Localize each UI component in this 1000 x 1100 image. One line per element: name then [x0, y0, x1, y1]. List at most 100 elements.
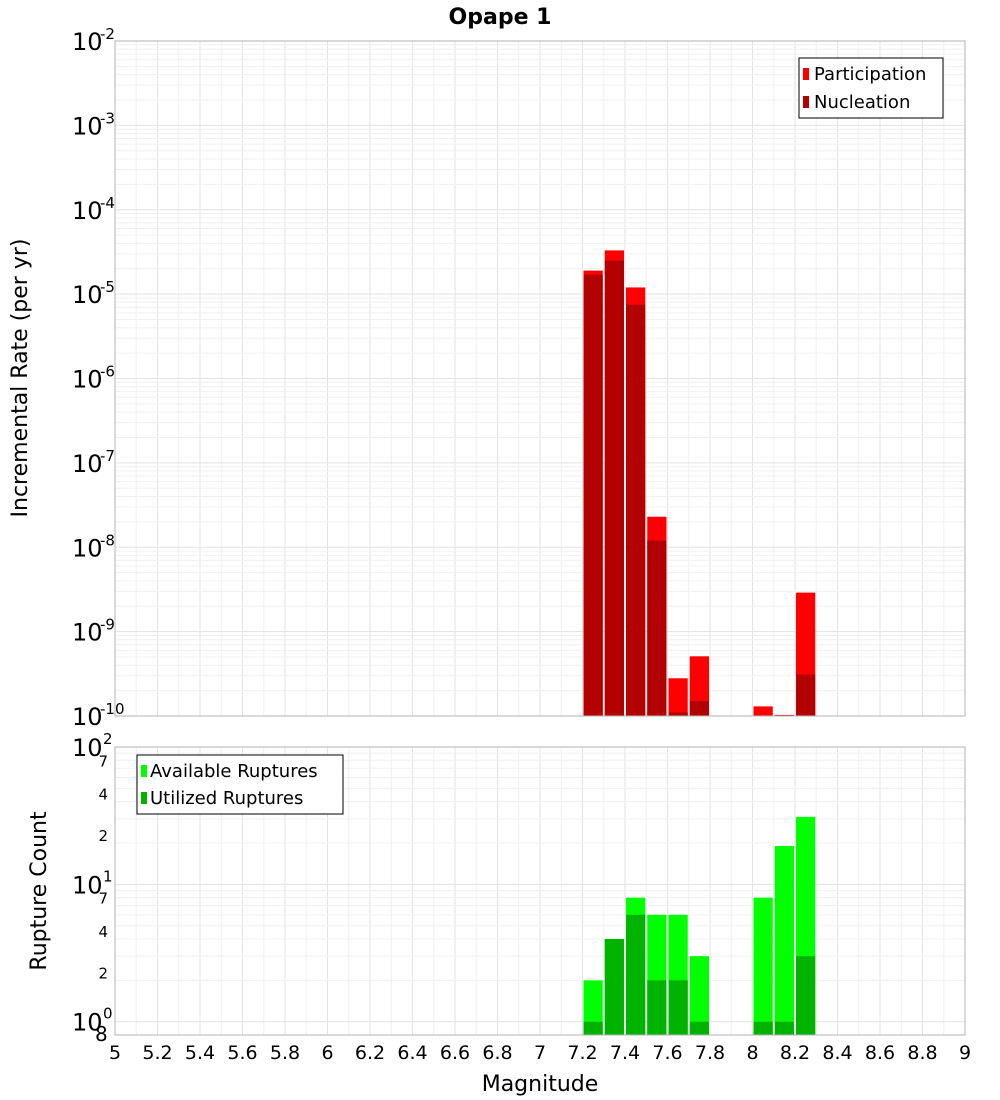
y-tick-label: 2 — [98, 964, 108, 982]
y-tick-label: 10 — [72, 366, 103, 394]
chart-title: Opape 1 — [449, 5, 552, 30]
bottom-plot-frame — [114, 746, 966, 1036]
bar-participation — [668, 678, 688, 716]
y-tick-label-exponent: -4 — [100, 194, 115, 212]
x-tick-label: 5 — [109, 1042, 121, 1064]
legend-label-available: Available Ruptures — [150, 761, 318, 782]
bar-nucleation — [796, 674, 816, 716]
bottom-legend: Available Ruptures Utilized Ruptures — [136, 754, 344, 815]
y-tick-label-exponent: 0 — [103, 1005, 113, 1023]
bar-nucleation — [668, 712, 688, 716]
y-tick-label-exponent: -7 — [100, 447, 115, 465]
legend-swatch-nucleation — [803, 96, 809, 108]
x-tick-labels: 5 5.2 5.4 5.6 5.8 6 6.2 6.4 6.6 6.8 7 7.2 7.4 7.6 7.8 8… — [109, 1042, 971, 1064]
y-tick-label: 10 — [72, 197, 103, 225]
legend-swatch-participation — [803, 68, 809, 80]
y-tick-label: 10 — [72, 534, 103, 562]
bar-available-ruptures — [753, 897, 773, 1035]
y-tick-label-exponent: 2 — [103, 730, 113, 748]
x-tick-label: 5.4 — [185, 1042, 215, 1064]
bottom-bars — [583, 816, 816, 1035]
bar-utilized-ruptures — [668, 980, 688, 1035]
y-tick-label: 10 — [72, 619, 103, 647]
bar-utilized-ruptures — [689, 1021, 709, 1035]
bar-utilized-ruptures — [583, 1021, 603, 1035]
bar-participation — [774, 714, 794, 716]
x-tick-label: 5.8 — [270, 1042, 300, 1064]
legend-label-participation: Participation — [814, 64, 926, 85]
bottom-y-axis-label: Rupture Count — [27, 811, 52, 971]
y-tick-label-exponent: -8 — [100, 531, 115, 549]
y-tick-label: 10 — [72, 734, 103, 762]
x-tick-label: 6.2 — [355, 1042, 385, 1064]
legend-swatch-utilized — [141, 792, 147, 804]
y-tick-label-exponent: 1 — [103, 867, 113, 885]
x-tick-label: 7.2 — [567, 1042, 597, 1064]
top-bars — [583, 250, 816, 717]
y-tick-label: 7 — [98, 890, 108, 908]
x-tick-label: 6.6 — [440, 1042, 470, 1064]
y-tick-label: 10 — [72, 1009, 103, 1037]
x-tick-label: 8 — [746, 1042, 758, 1064]
y-tick-label-exponent: -3 — [100, 109, 115, 127]
y-tick-label: 10 — [72, 703, 103, 731]
bar-available-ruptures — [774, 846, 794, 1035]
legend-box — [136, 754, 344, 815]
x-tick-label: 9 — [959, 1042, 971, 1064]
bar-utilized-ruptures — [604, 939, 624, 1035]
top-y-axis-label: Incremental Rate (per yr) — [8, 239, 33, 518]
y-tick-label: 4 — [98, 786, 108, 804]
y-tick-label: 10 — [72, 28, 103, 56]
bar-nucleation — [626, 304, 646, 716]
y-tick-label: 7 — [98, 752, 108, 770]
bar-available-ruptures — [583, 980, 603, 1035]
bar-utilized-ruptures — [647, 980, 667, 1035]
x-tick-label: 8.6 — [865, 1042, 895, 1064]
x-tick-label: 7.4 — [610, 1042, 640, 1064]
x-tick-label: 7.8 — [695, 1042, 725, 1064]
bar-participation — [753, 706, 773, 716]
y-tick-label: 10 — [72, 112, 103, 140]
bar-nucleation — [583, 274, 603, 716]
top-legend: Participation Nucleation — [798, 57, 944, 119]
y-tick-label: 10 — [72, 281, 103, 309]
top-plot-frame — [114, 40, 966, 717]
bar-nucleation — [689, 701, 709, 716]
x-tick-label: 7 — [534, 1042, 546, 1064]
legend-label-nucleation: Nucleation — [814, 92, 910, 113]
bar-participation — [689, 656, 709, 716]
x-tick-label: 6.4 — [397, 1042, 427, 1064]
y-tick-label: 2 — [98, 827, 108, 845]
y-tick-label: 10 — [72, 871, 103, 899]
y-tick-label: 10 — [72, 450, 103, 478]
legend-box — [798, 57, 944, 119]
y-tick-label-exponent: -5 — [100, 278, 115, 296]
y-tick-label-exponent: -9 — [100, 616, 115, 634]
x-tick-label: 8.8 — [907, 1042, 937, 1064]
bar-utilized-ruptures — [796, 956, 816, 1035]
y-tick-label-exponent: -2 — [100, 25, 115, 43]
y-tick-label: 4 — [98, 923, 108, 941]
top-grid — [114, 41, 966, 717]
bar-utilized-ruptures — [774, 1021, 794, 1035]
x-tick-label: 5.2 — [142, 1042, 172, 1064]
x-tick-label: 8.4 — [822, 1042, 852, 1064]
x-tick-label: 8.2 — [780, 1042, 810, 1064]
x-tick-label: 7.6 — [652, 1042, 682, 1064]
x-tick-label: 6.8 — [482, 1042, 512, 1064]
legend-swatch-available — [141, 765, 147, 777]
bar-utilized-ruptures — [753, 1021, 773, 1035]
bar-nucleation — [647, 540, 667, 716]
x-tick-label: 6 — [321, 1042, 333, 1064]
y-tick-label-exponent: -10 — [100, 700, 125, 718]
y-tick-label-exponent: -6 — [100, 363, 115, 381]
bar-nucleation — [604, 260, 624, 716]
bar-available-ruptures — [689, 956, 709, 1035]
x-axis-label: Magnitude — [482, 1072, 599, 1097]
legend-label-utilized: Utilized Ruptures — [150, 788, 303, 809]
